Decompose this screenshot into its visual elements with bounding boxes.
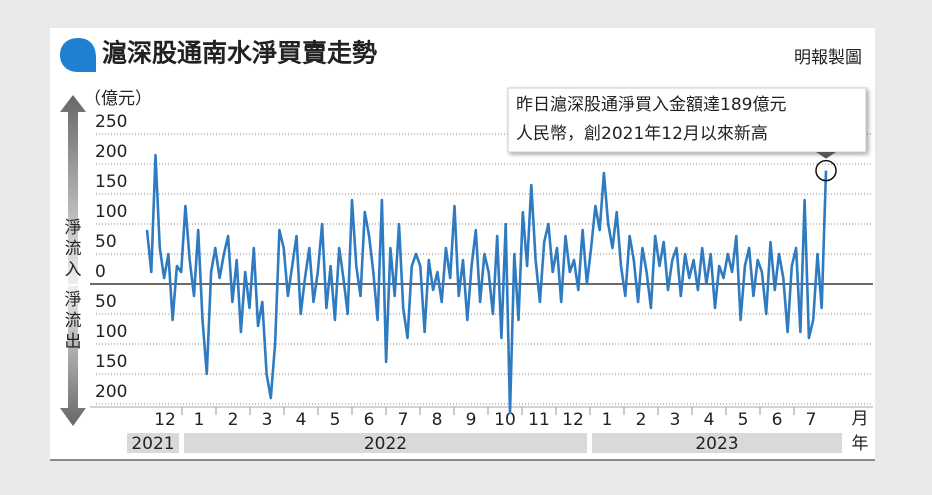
x-tick-label: 12 bbox=[562, 410, 584, 430]
series-line bbox=[145, 153, 828, 415]
y-tick-label: 250 bbox=[95, 112, 127, 132]
y-tick-label: 100 bbox=[95, 322, 127, 342]
y-tick-label: 50 bbox=[95, 292, 117, 312]
annotation-text: 人民幣，創2021年12月以來新高 bbox=[516, 124, 768, 144]
x-tick-label: 8 bbox=[432, 410, 443, 430]
side-label-char: 出 bbox=[65, 332, 82, 352]
side-label-char: 流 bbox=[65, 239, 82, 259]
chart-title: 滬深股通南水淨買賣走勢 bbox=[102, 39, 377, 68]
annotation-pointer bbox=[816, 152, 836, 159]
highlight-circle bbox=[815, 159, 837, 182]
x-tick-label: 5 bbox=[738, 410, 749, 430]
x-tick-label: 3 bbox=[262, 410, 273, 430]
annotation-text: 昨日滬深股通淨買入金額達189億元 bbox=[516, 95, 786, 115]
side-label: 淨流出 bbox=[65, 290, 82, 352]
annotation-box bbox=[507, 87, 867, 153]
x-tick-label: 7 bbox=[806, 410, 817, 430]
x-tick-label: 2 bbox=[228, 410, 239, 430]
x-tick-label: 2 bbox=[636, 410, 647, 430]
x-tick-label: 10 bbox=[494, 410, 516, 430]
arrow-up bbox=[60, 95, 86, 284]
side-label: 淨流入 bbox=[65, 218, 82, 280]
y-axis-label: （億元） bbox=[84, 89, 152, 109]
x-tick-label: 1 bbox=[194, 410, 205, 430]
y-tick-label: 100 bbox=[95, 202, 127, 222]
year-band bbox=[127, 433, 179, 453]
x-tick-label: 9 bbox=[466, 410, 477, 430]
x-tick-label: 6 bbox=[772, 410, 783, 430]
x-tick-label: 1 bbox=[602, 410, 613, 430]
year-label: 2023 bbox=[695, 434, 738, 454]
x-tick-label: 7 bbox=[398, 410, 409, 430]
title-icon bbox=[60, 38, 96, 72]
side-label-char: 入 bbox=[65, 260, 82, 280]
x-tick-label: 4 bbox=[704, 410, 715, 430]
arrow-down bbox=[60, 286, 86, 426]
y-tick-label: 150 bbox=[95, 352, 127, 372]
year-band bbox=[592, 433, 842, 453]
year-unit: 年 bbox=[852, 434, 869, 454]
x-tick-label: 4 bbox=[296, 410, 307, 430]
y-tick-label: 0 bbox=[95, 262, 106, 282]
x-tick-label: 6 bbox=[364, 410, 375, 430]
source: 明報製圖 bbox=[794, 48, 862, 68]
year-label: 2021 bbox=[131, 434, 174, 454]
side-label-char: 淨 bbox=[65, 290, 82, 310]
side-label-char: 流 bbox=[65, 311, 82, 331]
y-tick-label: 200 bbox=[95, 142, 127, 162]
y-tick-label: 200 bbox=[95, 382, 127, 402]
x-tick-label: 12 bbox=[154, 410, 176, 430]
x-tick-label: 5 bbox=[330, 410, 341, 430]
x-unit: 月 bbox=[852, 409, 869, 429]
year-label: 2022 bbox=[364, 434, 407, 454]
year-band bbox=[184, 433, 587, 453]
side-label-char: 淨 bbox=[65, 218, 82, 238]
x-tick-label: 3 bbox=[670, 410, 681, 430]
y-tick-label: 150 bbox=[95, 172, 127, 192]
y-tick-label: 50 bbox=[95, 232, 117, 252]
x-tick-label: 11 bbox=[528, 410, 550, 430]
